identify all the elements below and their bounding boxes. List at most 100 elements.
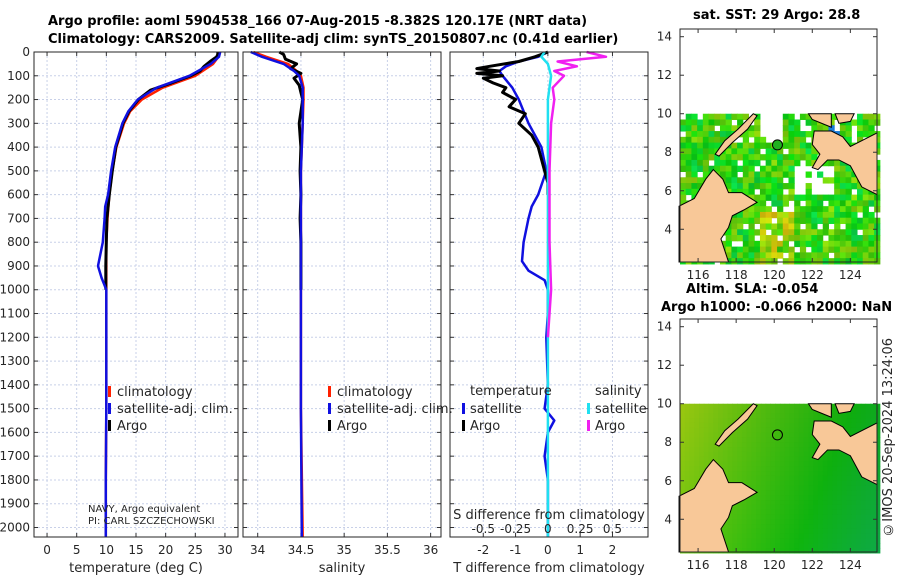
map-cell xyxy=(808,538,814,544)
map-cell xyxy=(805,154,812,161)
map-cell xyxy=(689,447,695,453)
x-tick-label: -1 xyxy=(510,543,522,557)
map-cell xyxy=(841,475,848,482)
map-cell xyxy=(782,194,789,201)
map-cell xyxy=(845,125,852,132)
map-cell xyxy=(798,451,805,458)
map-cell xyxy=(798,408,805,414)
map-cell xyxy=(841,471,848,477)
map-cell xyxy=(875,480,881,487)
map-cell xyxy=(742,211,750,219)
land-polygon xyxy=(807,403,832,418)
map-cell xyxy=(689,408,695,414)
map-cell xyxy=(784,500,790,506)
map-cell xyxy=(832,519,838,525)
x-tick-label: 35.5 xyxy=(374,543,401,557)
map-cell xyxy=(782,240,789,248)
map-cell xyxy=(865,418,871,424)
map-cell xyxy=(784,504,790,511)
map-cell xyxy=(702,159,710,167)
title-line-2: Climatology: CARS2009. Satellite-adj cli… xyxy=(48,32,619,47)
map-cell xyxy=(756,451,762,458)
map-cell xyxy=(777,177,784,184)
map-cell xyxy=(741,514,748,520)
map-cell xyxy=(748,154,755,161)
map-cell xyxy=(760,422,767,429)
map-cell xyxy=(737,524,743,530)
map-cell xyxy=(870,524,876,530)
map-cell xyxy=(808,413,814,419)
map-cell xyxy=(875,403,881,410)
map-cell xyxy=(856,504,862,511)
map-cell xyxy=(759,165,767,172)
map-cell xyxy=(799,217,807,224)
map-cell xyxy=(811,229,818,236)
map-cell xyxy=(789,519,795,525)
map-cell xyxy=(832,533,838,540)
map-cell xyxy=(839,240,847,248)
map-cell xyxy=(851,223,858,230)
map-cell xyxy=(771,165,778,172)
map-cell xyxy=(798,427,805,434)
map-cell xyxy=(822,548,829,554)
map-cell xyxy=(760,480,767,487)
map-cell xyxy=(775,548,781,554)
map-cell xyxy=(851,217,858,224)
map-cell xyxy=(727,519,733,525)
map-cell xyxy=(834,246,841,253)
map-cell xyxy=(845,229,852,236)
map-cell xyxy=(803,528,809,535)
map-cell xyxy=(799,206,807,213)
map-cell xyxy=(798,422,805,429)
map-cell xyxy=(857,235,864,242)
map-cell xyxy=(805,119,812,126)
map-cell xyxy=(748,171,755,178)
map-cell xyxy=(798,480,805,487)
map-cell xyxy=(714,119,721,126)
map-cell xyxy=(694,422,700,429)
map-cell xyxy=(722,408,729,414)
map-cell xyxy=(748,211,755,219)
map-cell xyxy=(794,159,801,167)
map-cell xyxy=(756,524,762,530)
map-cell xyxy=(870,418,876,424)
map-cell xyxy=(737,432,743,438)
map-cell xyxy=(808,480,814,487)
map-cell xyxy=(765,442,771,448)
map-cell xyxy=(737,471,743,477)
map-cell xyxy=(765,514,771,520)
map-cell xyxy=(789,427,795,434)
map-cell xyxy=(870,504,876,511)
series-line-satellite-adj-clim- xyxy=(96,51,222,537)
map-cell xyxy=(754,125,761,132)
map-cell xyxy=(846,504,852,511)
x-tick-label: 25 xyxy=(188,543,203,557)
map-cell xyxy=(856,418,862,424)
map-cell xyxy=(754,113,761,121)
map-cell xyxy=(856,528,862,535)
y-tick-label: 1800 xyxy=(0,473,30,487)
map-cell xyxy=(777,148,784,155)
map-cell xyxy=(805,194,812,201)
map-cell xyxy=(822,533,829,540)
map-cell xyxy=(862,200,869,207)
map-cell xyxy=(727,418,733,424)
map-cell xyxy=(803,519,809,525)
map-cell xyxy=(799,154,807,161)
map-cell xyxy=(689,466,695,472)
map-cell xyxy=(770,432,776,438)
map-cell xyxy=(813,480,819,487)
map-cell xyxy=(822,229,829,236)
map-cell xyxy=(751,480,757,487)
map-cell xyxy=(860,509,867,515)
map-cell xyxy=(803,408,809,414)
map-cell xyxy=(694,427,700,434)
map-cell xyxy=(782,246,789,253)
map-cell xyxy=(742,252,750,259)
lat-tick-label: 10 xyxy=(657,397,672,411)
map-cell xyxy=(784,533,790,540)
series-line-s-satellite xyxy=(540,51,553,537)
map-cell xyxy=(875,442,881,448)
map-cell xyxy=(748,188,755,196)
map-cell xyxy=(680,461,686,467)
